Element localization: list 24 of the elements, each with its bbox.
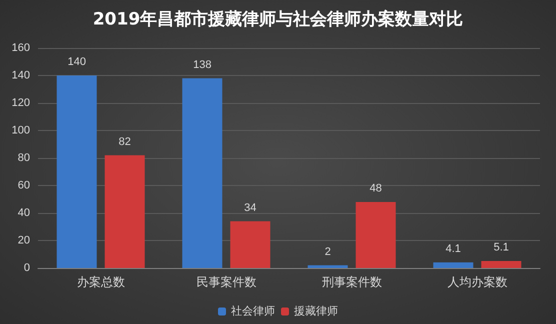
data-label: 5.1 [494, 241, 509, 254]
y-tick-label: 120 [12, 97, 30, 109]
legend-label: 社会律师 [231, 304, 275, 318]
y-tick-label: 60 [18, 180, 30, 192]
y-tick-label: 140 [12, 70, 30, 82]
y-tick-label: 80 [18, 152, 30, 164]
data-label: 2 [324, 246, 331, 258]
x-tick-label: 民事案件数 [196, 275, 256, 289]
chart-title: 2019年昌都市援藏律师与社会律师办案数量对比 [92, 8, 464, 30]
y-tick-label: 0 [24, 262, 30, 274]
x-tick-label: 人均办案数 [447, 275, 508, 289]
data-label: 82 [118, 136, 131, 148]
y-tick-label: 40 [18, 207, 30, 219]
data-label: 34 [244, 202, 256, 214]
x-tick-label: 刑事案件数 [322, 275, 382, 289]
data-label: 48 [370, 182, 382, 194]
y-tick-label: 20 [18, 234, 30, 246]
data-label: 4.1 [446, 242, 461, 255]
legend-label: 援藏律师 [294, 304, 338, 318]
data-label: 138 [193, 58, 212, 71]
x-tick-label: 办案总数 [76, 275, 125, 289]
data-label: 140 [68, 56, 86, 68]
y-tick-label: 100 [12, 124, 30, 136]
y-tick-label: 160 [12, 42, 30, 54]
